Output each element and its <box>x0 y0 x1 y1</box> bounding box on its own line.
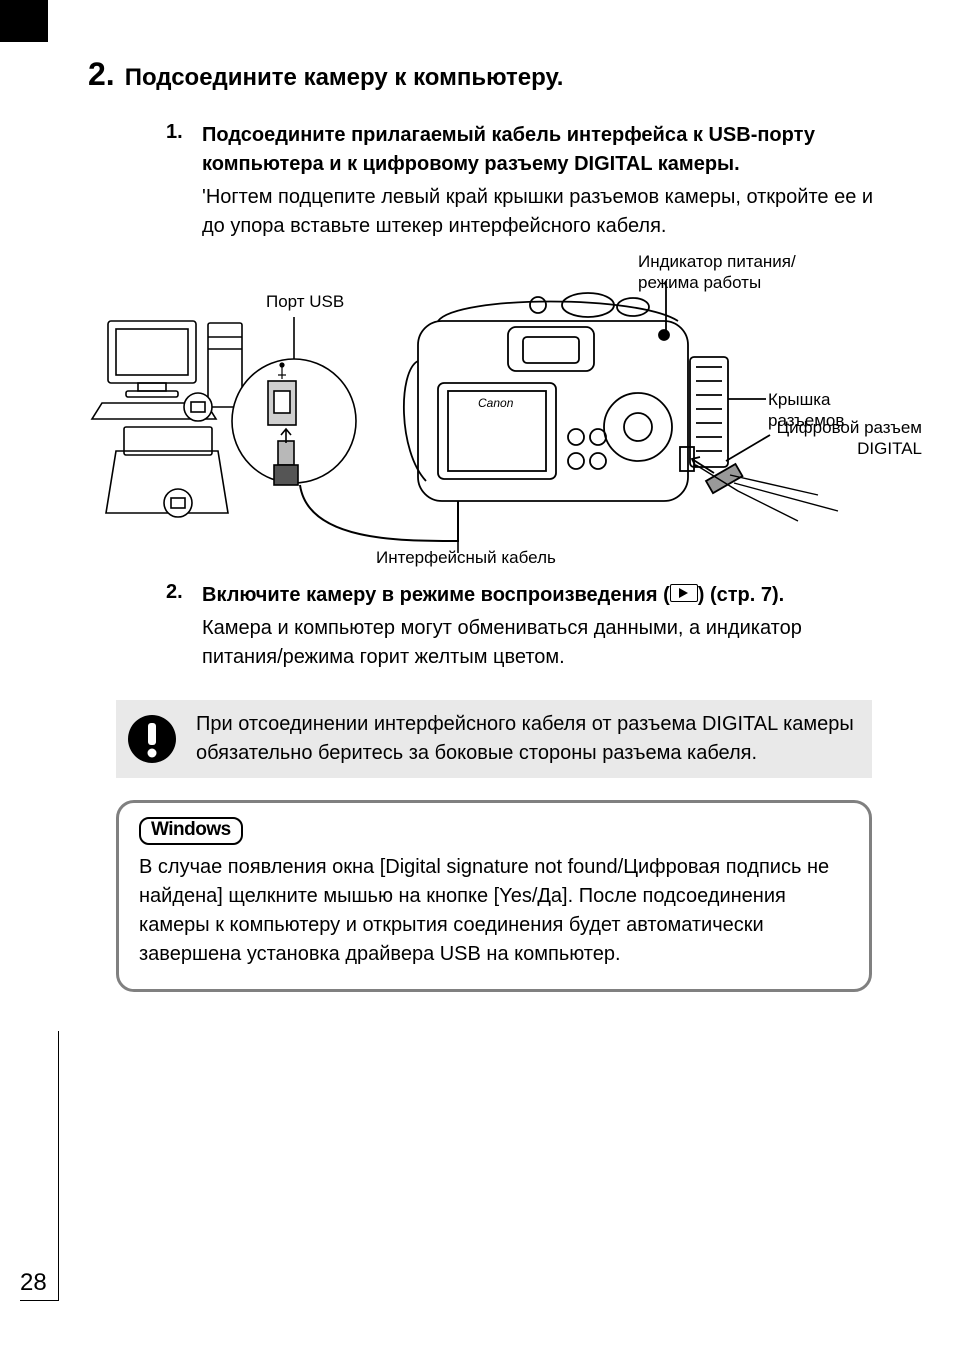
substep-2-body: Камера и компьютер могут обмениваться да… <box>202 614 878 672</box>
substep-1: 1. Подсоедините прилагаемый кабель интер… <box>166 121 878 241</box>
footer-line-vertical <box>58 1031 59 1301</box>
substep-1-body: 'Ногтем подцепите левый край крышки разъ… <box>202 183 878 241</box>
substep-2-bold: Включите камеру в режиме воспроизведения… <box>202 581 784 610</box>
substep-2-bold-post: ) (стр. 7). <box>698 584 784 606</box>
section-tab <box>0 0 48 42</box>
page-number: 28 <box>20 1269 47 1297</box>
label-power-indicator: Индикатор питания/ режима работы <box>638 251 796 294</box>
substep-2: 2. Включите камеру в режиме воспроизведе… <box>166 581 878 672</box>
windows-note-text: В случае появления окна [Digital signatu… <box>139 853 849 969</box>
label-usb-port: Порт USB <box>266 291 344 312</box>
label-digital: Цифровой разъем DIGITAL <box>772 417 922 460</box>
diagram-svg: Canon <box>78 251 868 571</box>
substep-2-number: 2. <box>166 581 190 610</box>
footer-line-horizontal <box>20 1300 58 1301</box>
main-step: 2. Подсоедините камеру к компьютеру. <box>88 56 878 93</box>
label-power-indicator-l2: режима работы <box>638 273 761 292</box>
substep-1-number: 1. <box>166 121 190 179</box>
main-step-title: Подсоедините камеру к компьютеру. <box>125 64 564 92</box>
label-digital-l2: DIGITAL <box>857 439 922 458</box>
label-digital-l1: Цифровой разъем <box>777 418 922 437</box>
warning-text: При отсоединении интерфейсного кабеля от… <box>196 710 856 768</box>
page-content: 2. Подсоедините камеру к компьютеру. 1. … <box>88 56 878 992</box>
svg-text:Canon: Canon <box>478 396 514 410</box>
manual-page: 2. Подсоедините камеру к компьютеру. 1. … <box>0 0 954 1345</box>
connection-diagram: Canon <box>78 251 868 571</box>
substep-2-bold-pre: Включите камеру в режиме воспроизведения… <box>202 584 670 606</box>
warning-box: При отсоединении интерфейсного кабеля от… <box>116 700 872 778</box>
exclamation-icon <box>126 713 178 765</box>
label-cable: Интерфейсный кабель <box>376 547 556 568</box>
windows-pill: Windows <box>139 817 243 845</box>
substep-1-bold: Подсоедините прилагаемый кабель интерфей… <box>202 121 878 179</box>
play-icon <box>670 584 698 602</box>
main-step-number: 2. <box>88 56 115 93</box>
windows-note-box: Windows В случае появления окна [Digital… <box>116 800 872 992</box>
label-power-indicator-l1: Индикатор питания/ <box>638 252 796 271</box>
